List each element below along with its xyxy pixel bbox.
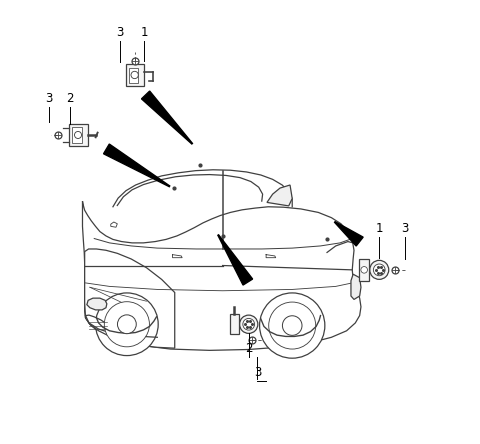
Polygon shape xyxy=(267,185,292,206)
Polygon shape xyxy=(351,274,361,299)
Text: 1: 1 xyxy=(141,26,148,39)
Circle shape xyxy=(370,260,389,279)
FancyBboxPatch shape xyxy=(229,314,239,334)
Circle shape xyxy=(131,71,138,79)
Text: 3: 3 xyxy=(402,222,409,235)
Circle shape xyxy=(104,301,149,347)
FancyBboxPatch shape xyxy=(126,64,144,86)
Circle shape xyxy=(361,266,368,273)
Circle shape xyxy=(240,315,258,333)
Polygon shape xyxy=(87,298,107,310)
Text: 2: 2 xyxy=(67,91,74,104)
Circle shape xyxy=(260,293,325,358)
Text: 1: 1 xyxy=(375,222,383,235)
FancyBboxPatch shape xyxy=(69,124,88,146)
Circle shape xyxy=(373,264,385,276)
Text: 2: 2 xyxy=(245,342,252,355)
Text: 3: 3 xyxy=(254,366,261,379)
Text: 3: 3 xyxy=(117,26,124,39)
FancyBboxPatch shape xyxy=(359,259,369,281)
Circle shape xyxy=(74,131,82,139)
Circle shape xyxy=(269,302,316,349)
Polygon shape xyxy=(104,144,170,186)
Polygon shape xyxy=(218,235,252,285)
Circle shape xyxy=(118,315,136,333)
Polygon shape xyxy=(111,222,117,227)
Polygon shape xyxy=(85,315,108,335)
FancyBboxPatch shape xyxy=(72,127,82,143)
Circle shape xyxy=(96,293,158,356)
FancyBboxPatch shape xyxy=(129,68,138,83)
Circle shape xyxy=(282,316,302,335)
Polygon shape xyxy=(142,91,192,144)
Polygon shape xyxy=(335,222,363,246)
Polygon shape xyxy=(84,249,175,348)
Circle shape xyxy=(243,318,254,330)
Text: 3: 3 xyxy=(45,91,52,104)
Polygon shape xyxy=(83,201,361,350)
